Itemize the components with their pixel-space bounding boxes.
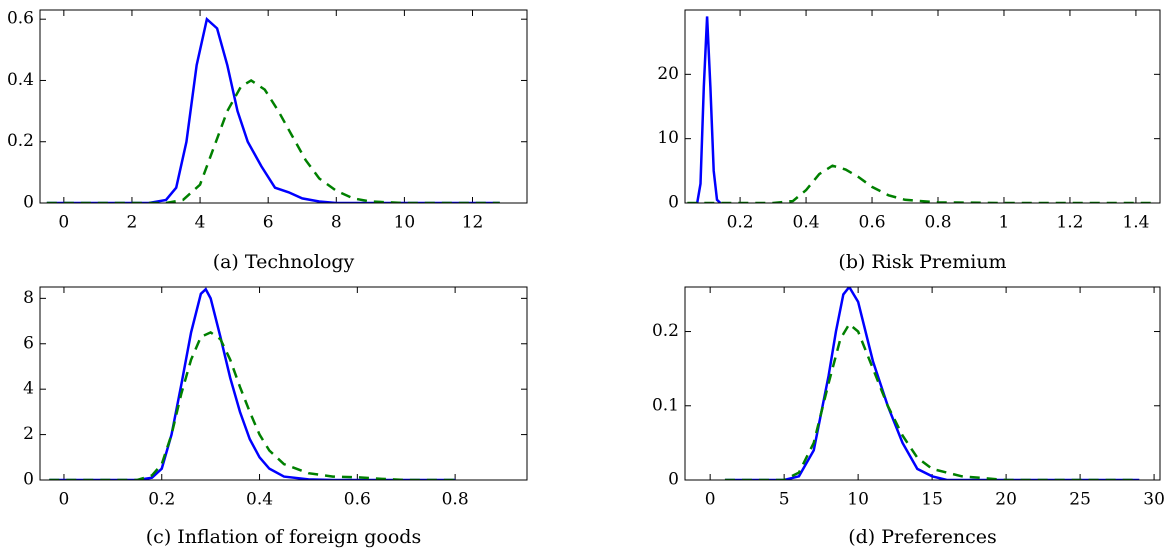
x-tick-label: 0.2 — [727, 213, 754, 233]
x-tick-label: 0.6 — [859, 213, 886, 233]
axes-box — [39, 286, 528, 481]
x-tick-label: 1 — [999, 213, 1010, 233]
x-tick-label: 4 — [195, 213, 206, 233]
y-tick-label: 6 — [23, 333, 34, 353]
series-line — [49, 330, 456, 480]
y-tick-label: 0 — [668, 193, 679, 213]
x-tick-label: 0 — [59, 490, 70, 510]
series-line — [695, 16, 722, 203]
y-tick-label: 0 — [668, 470, 679, 490]
y-tick-label: 4 — [23, 379, 34, 399]
x-tick-label: 15 — [921, 490, 943, 510]
axes-box — [39, 9, 528, 204]
x-tick-label: 0.2 — [148, 490, 175, 510]
y-tick-label: 2 — [23, 424, 34, 444]
y-tick-label: 8 — [23, 288, 34, 308]
caption: (b) Risk Premium — [838, 251, 1006, 273]
y-tick-label: 0 — [23, 193, 34, 213]
x-tick-label: 0.6 — [344, 490, 371, 510]
y-tick-label: 10 — [657, 128, 679, 148]
x-tick-label: 0 — [58, 213, 69, 233]
series-line — [724, 287, 1140, 480]
y-tick-label: 0.2 — [652, 321, 679, 341]
x-tick-label: 10 — [847, 490, 869, 510]
y-tick-label: 0.2 — [7, 131, 34, 151]
y-tick-label: 0 — [23, 470, 34, 490]
x-tick-label: 0.8 — [442, 490, 469, 510]
caption: (d) Preferences — [848, 526, 997, 548]
axes-box — [684, 286, 1161, 481]
caption: (a) Technology — [213, 251, 355, 273]
y-tick-label: 20 — [657, 64, 679, 84]
x-tick-label: 1.2 — [1056, 213, 1083, 233]
caption: (c) Inflation of foreign goods — [146, 526, 421, 548]
x-tick-label: 12 — [462, 213, 484, 233]
x-tick-label: 0.4 — [246, 490, 273, 510]
series-line — [49, 287, 456, 480]
y-tick-label: 0.4 — [7, 70, 34, 90]
x-tick-label: 6 — [263, 213, 274, 233]
x-tick-label: 5 — [779, 490, 790, 510]
axes-box — [684, 9, 1161, 204]
x-tick-label: 25 — [1069, 490, 1091, 510]
x-tick-label: 0.4 — [793, 213, 820, 233]
series-line — [724, 322, 1140, 480]
series-line — [46, 16, 500, 203]
x-tick-label: 8 — [331, 213, 342, 233]
y-tick-label: 0.6 — [7, 9, 34, 29]
y-tick-label: 0.1 — [652, 395, 679, 415]
x-tick-label: 20 — [995, 490, 1017, 510]
x-tick-label: 0 — [705, 490, 716, 510]
series-line — [687, 164, 1153, 203]
series-line — [46, 78, 500, 203]
x-tick-label: 0.8 — [924, 213, 951, 233]
x-tick-label: 10 — [394, 213, 416, 233]
x-tick-label: 2 — [127, 213, 138, 233]
x-tick-label: 1.4 — [1122, 213, 1149, 233]
x-tick-label: 30 — [1143, 490, 1165, 510]
